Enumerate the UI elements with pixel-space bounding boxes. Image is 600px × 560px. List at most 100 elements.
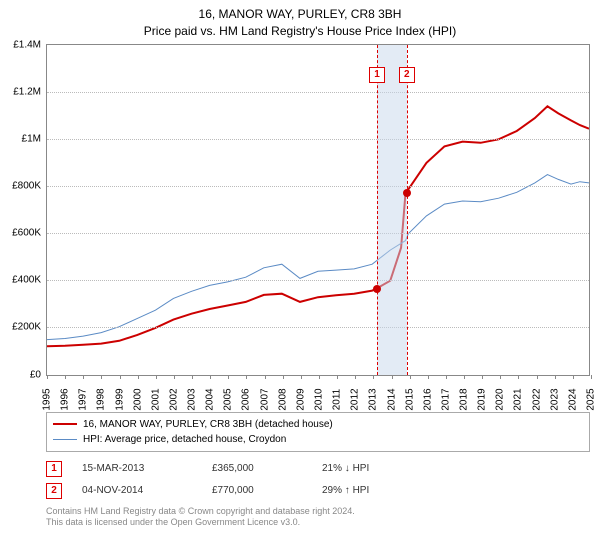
x-axis-label: 1999: [114, 388, 125, 410]
sales-row: 2 04-NOV-2014 £770,000 29% ↑ HPI: [46, 480, 590, 502]
x-axis-label: 2001: [150, 388, 161, 410]
sale-marker-line: [377, 45, 378, 375]
sale-point: [403, 189, 411, 197]
x-tick: [319, 375, 320, 379]
x-axis-label: 2023: [549, 388, 560, 410]
legend-label-2: HPI: Average price, detached house, Croy…: [83, 432, 286, 447]
y-axis-label: £600K: [1, 228, 41, 239]
series-price_paid: [47, 106, 589, 346]
y-gridline: [47, 186, 589, 187]
x-tick: [355, 375, 356, 379]
x-tick: [283, 375, 284, 379]
x-axis-label: 2008: [277, 388, 288, 410]
y-gridline: [47, 327, 589, 328]
y-gridline: [47, 92, 589, 93]
x-tick: [138, 375, 139, 379]
sale-marker-2: 2: [46, 483, 62, 499]
x-tick: [65, 375, 66, 379]
x-tick: [265, 375, 266, 379]
legend-swatch-2: [53, 439, 77, 440]
x-axis-label: 2000: [132, 388, 143, 410]
x-axis-label: 2021: [513, 388, 524, 410]
y-axis-label: £1.4M: [1, 39, 41, 50]
x-tick: [482, 375, 483, 379]
x-tick: [591, 375, 592, 379]
x-axis-label: 2019: [477, 388, 488, 410]
x-tick: [573, 375, 574, 379]
x-axis-label: 2002: [168, 388, 179, 410]
x-tick: [210, 375, 211, 379]
y-gridline: [47, 280, 589, 281]
sale-marker-1: 1: [46, 461, 62, 477]
y-gridline: [47, 233, 589, 234]
x-axis-label: 2022: [531, 388, 542, 410]
y-axis-label: £200K: [1, 322, 41, 333]
title-subtitle: Price paid vs. HM Land Registry's House …: [0, 23, 600, 40]
sales-row: 1 15-MAR-2013 £365,000 21% ↓ HPI: [46, 458, 590, 480]
x-axis-label: 2009: [295, 388, 306, 410]
x-tick: [192, 375, 193, 379]
x-tick: [228, 375, 229, 379]
sale-price: £770,000: [212, 485, 302, 496]
title-block: 16, MANOR WAY, PURLEY, CR8 3BH Price pai…: [0, 0, 600, 40]
sale-period-band: [377, 45, 407, 375]
x-tick: [156, 375, 157, 379]
x-tick: [174, 375, 175, 379]
x-axis-label: 2020: [495, 388, 506, 410]
y-axis-label: £400K: [1, 275, 41, 286]
footer-line-1: Contains HM Land Registry data © Crown c…: [46, 506, 590, 518]
series-hpi: [47, 174, 589, 339]
x-axis-label: 2007: [259, 388, 270, 410]
x-axis-label: 2006: [241, 388, 252, 410]
x-axis-label: 2004: [205, 388, 216, 410]
sale-marker-box: 1: [369, 67, 385, 83]
x-tick: [446, 375, 447, 379]
x-axis-label: 2025: [586, 388, 597, 410]
legend-swatch-1: [53, 423, 77, 425]
x-axis-label: 1995: [42, 388, 53, 410]
footer-line-2: This data is licensed under the Open Gov…: [46, 517, 590, 529]
legend-row: 16, MANOR WAY, PURLEY, CR8 3BH (detached…: [53, 417, 583, 432]
footer: Contains HM Land Registry data © Crown c…: [46, 506, 590, 529]
x-tick: [555, 375, 556, 379]
x-axis-label: 2013: [368, 388, 379, 410]
x-tick: [337, 375, 338, 379]
x-axis-label: 2015: [404, 388, 415, 410]
chart-container: 16, MANOR WAY, PURLEY, CR8 3BH Price pai…: [0, 0, 600, 560]
sale-date: 04-NOV-2014: [82, 485, 192, 496]
x-axis-label: 2017: [440, 388, 451, 410]
x-tick: [101, 375, 102, 379]
chart-svg: [47, 45, 589, 375]
x-tick: [83, 375, 84, 379]
title-address: 16, MANOR WAY, PURLEY, CR8 3BH: [0, 6, 600, 23]
x-tick: [246, 375, 247, 379]
x-axis-label: 2018: [459, 388, 470, 410]
y-axis-label: £0: [1, 369, 41, 380]
x-tick: [373, 375, 374, 379]
sale-diff: 29% ↑ HPI: [322, 485, 412, 496]
x-tick: [120, 375, 121, 379]
y-axis-label: £1.2M: [1, 86, 41, 97]
x-tick: [392, 375, 393, 379]
y-axis-label: £800K: [1, 181, 41, 192]
chart-area: £0£200K£400K£600K£800K£1M£1.2M£1.4M19951…: [46, 44, 590, 376]
sales-table: 1 15-MAR-2013 £365,000 21% ↓ HPI 2 04-NO…: [46, 458, 590, 502]
legend: 16, MANOR WAY, PURLEY, CR8 3BH (detached…: [46, 412, 590, 452]
x-tick: [500, 375, 501, 379]
x-tick: [410, 375, 411, 379]
x-axis-label: 2003: [187, 388, 198, 410]
sale-marker-box: 2: [399, 67, 415, 83]
x-tick: [537, 375, 538, 379]
sale-date: 15-MAR-2013: [82, 463, 192, 474]
x-tick: [47, 375, 48, 379]
x-axis-label: 2011: [332, 388, 343, 410]
y-axis-label: £1M: [1, 133, 41, 144]
x-axis-label: 2012: [350, 388, 361, 410]
x-axis-label: 1996: [60, 388, 71, 410]
legend-label-1: 16, MANOR WAY, PURLEY, CR8 3BH (detached…: [83, 417, 333, 432]
x-tick: [428, 375, 429, 379]
sale-price: £365,000: [212, 463, 302, 474]
x-axis-label: 2014: [386, 388, 397, 410]
x-axis-label: 1997: [78, 388, 89, 410]
legend-row: HPI: Average price, detached house, Croy…: [53, 432, 583, 447]
